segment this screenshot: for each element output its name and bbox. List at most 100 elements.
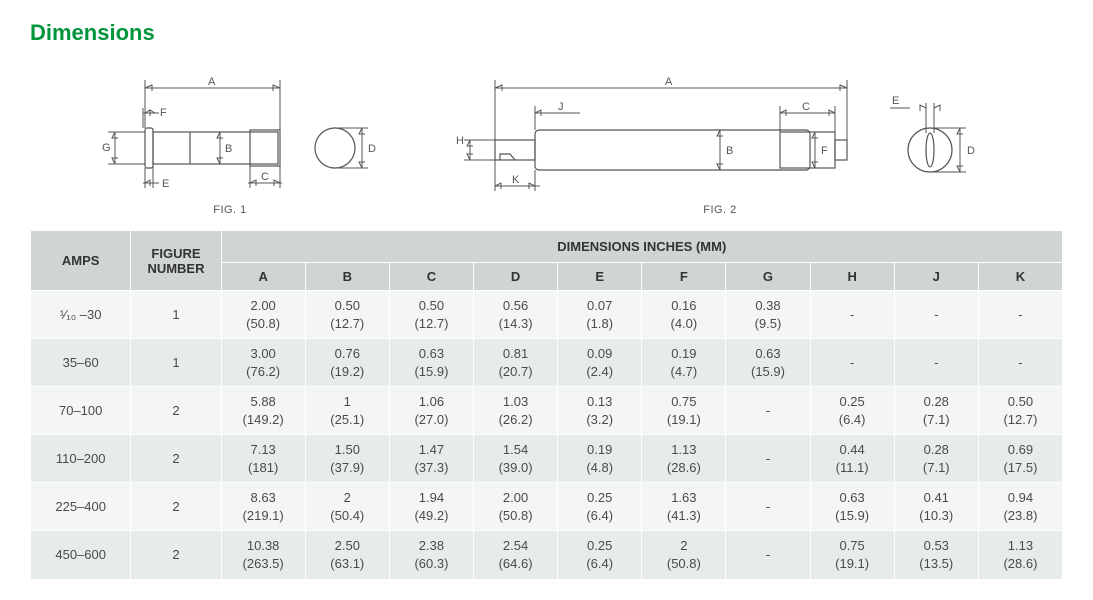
cell-dim: 1.03(26.2) bbox=[474, 387, 558, 435]
dim-label-e2: E bbox=[892, 95, 899, 107]
cell-dim: 2.38(60.3) bbox=[389, 531, 473, 579]
cell-figure: 1 bbox=[131, 291, 221, 339]
cell-amps: 225–400 bbox=[31, 483, 131, 531]
cell-dim: 2(50.8) bbox=[642, 531, 726, 579]
cell-dim: 0.28(7.1) bbox=[894, 387, 978, 435]
cell-dim: 1.13(28.6) bbox=[978, 531, 1062, 579]
cell-figure: 2 bbox=[131, 531, 221, 579]
table-row: 225–40028.63(219.1)2(50.4)1.94(49.2)2.00… bbox=[31, 483, 1063, 531]
cell-dim: 0.07(1.8) bbox=[558, 291, 642, 339]
cell-dim: 0.38(9.5) bbox=[726, 291, 810, 339]
figure-1-drawing: A F G B bbox=[80, 58, 380, 198]
cell-dim: 2.54(64.6) bbox=[474, 531, 558, 579]
cell-dim: 0.41(10.3) bbox=[894, 483, 978, 531]
dim-label-k: K bbox=[512, 174, 520, 186]
cell-dim: 1.94(49.2) bbox=[389, 483, 473, 531]
cell-dim: 0.19(4.8) bbox=[558, 435, 642, 483]
cell-figure: 2 bbox=[131, 435, 221, 483]
cell-amps: 110–200 bbox=[31, 435, 131, 483]
cell-dim: 0.50(12.7) bbox=[389, 291, 473, 339]
figure-2: A H J B bbox=[440, 58, 1000, 216]
cell-dim: 0.50(12.7) bbox=[978, 387, 1062, 435]
cell-dim: - bbox=[726, 483, 810, 531]
dim-label-a: A bbox=[208, 76, 216, 88]
cell-dim: 0.63(15.9) bbox=[726, 339, 810, 387]
dim-label-f2: F bbox=[821, 145, 828, 157]
th-dim-k: K bbox=[978, 263, 1062, 291]
dim-label-e: E bbox=[162, 178, 169, 190]
figure-2-caption: FIG. 2 bbox=[703, 204, 737, 216]
table-row: 35–6013.00(76.2)0.76(19.2) 0.63(15.9) 0.81… bbox=[31, 339, 1063, 387]
cell-dim: 2.00(50.8) bbox=[221, 291, 305, 339]
cell-figure: 2 bbox=[131, 483, 221, 531]
cell-dim: 2.50(63.1) bbox=[305, 531, 389, 579]
cell-dim: 0.81(20.7) bbox=[474, 339, 558, 387]
table-row: 110–20027.13(181)1.50(37.9)1.47(37.3)1.5… bbox=[31, 435, 1063, 483]
cell-dim: 0.69(17.5) bbox=[978, 435, 1062, 483]
th-amps: AMPS bbox=[31, 231, 131, 291]
cell-amps: 450–600 bbox=[31, 531, 131, 579]
th-dim-d: D bbox=[474, 263, 558, 291]
dim-label-d: D bbox=[368, 143, 376, 155]
th-dim-a: A bbox=[221, 263, 305, 291]
cell-dim: 2(50.4) bbox=[305, 483, 389, 531]
cell-dim: 0.25(6.4) bbox=[558, 531, 642, 579]
cell-dim: 1.47(37.3) bbox=[389, 435, 473, 483]
th-dim-c: C bbox=[389, 263, 473, 291]
cell-dim: 0.50(12.7) bbox=[305, 291, 389, 339]
cell-figure: 1 bbox=[131, 339, 221, 387]
cell-amps: 35–60 bbox=[31, 339, 131, 387]
dim-label-h: H bbox=[456, 135, 464, 147]
cell-dim: 0.19(4.7) bbox=[642, 339, 726, 387]
cell-dim: 0.63(15.9) bbox=[810, 483, 894, 531]
dim-label-c2: C bbox=[802, 101, 810, 113]
dim-label-j: J bbox=[558, 101, 564, 113]
th-dim-h: H bbox=[810, 263, 894, 291]
cell-dim: 0.75(19.1) bbox=[642, 387, 726, 435]
dim-label-b: B bbox=[225, 143, 232, 155]
th-dims: DIMENSIONS INCHES (MM) bbox=[221, 231, 1062, 263]
cell-dim: - bbox=[726, 531, 810, 579]
table-row: 70–10025.88(149.2)1(25.1)1.06(27.0)1.03(… bbox=[31, 387, 1063, 435]
cell-dim: 0.09(2.4) bbox=[558, 339, 642, 387]
th-dim-f: F bbox=[642, 263, 726, 291]
th-figure: FIGURE NUMBER bbox=[131, 231, 221, 291]
cell-dim: - bbox=[978, 339, 1062, 387]
cell-dim: - bbox=[810, 339, 894, 387]
cell-dim: 1(25.1) bbox=[305, 387, 389, 435]
cell-dim: 10.38(263.5) bbox=[221, 531, 305, 579]
cell-dim: 1.50(37.9) bbox=[305, 435, 389, 483]
cell-dim: 2.00(50.8) bbox=[474, 483, 558, 531]
th-dim-e: E bbox=[558, 263, 642, 291]
cell-dim: - bbox=[894, 291, 978, 339]
cell-dim: 3.00(76.2) bbox=[221, 339, 305, 387]
dim-label-a2: A bbox=[665, 76, 673, 88]
dim-label-c: C bbox=[261, 171, 269, 183]
dim-label-b2: B bbox=[726, 145, 733, 157]
cell-dim: 8.63(219.1) bbox=[221, 483, 305, 531]
th-dim-b: B bbox=[305, 263, 389, 291]
table-row: ¹⁄₁₀ –3012.00(50.8)0.50(12.7)0.50(12.7)0… bbox=[31, 291, 1063, 339]
cell-dim: 0.53(13.5) bbox=[894, 531, 978, 579]
section-heading: Dimensions bbox=[30, 20, 1063, 46]
cell-dim: 0.56(14.3) bbox=[474, 291, 558, 339]
cell-dim: 0.25(6.4) bbox=[558, 483, 642, 531]
cell-dim: 0.44(11.1) bbox=[810, 435, 894, 483]
cell-dim: - bbox=[894, 339, 978, 387]
cell-dim: - bbox=[978, 291, 1062, 339]
th-dim-j: J bbox=[894, 263, 978, 291]
cell-dim: 0.13(3.2) bbox=[558, 387, 642, 435]
cell-dim: 0.75(19.1) bbox=[810, 531, 894, 579]
cell-dim: 1.06(27.0) bbox=[389, 387, 473, 435]
cell-dim: 0.16(4.0) bbox=[642, 291, 726, 339]
cell-figure: 2 bbox=[131, 387, 221, 435]
dim-label-g: G bbox=[102, 142, 111, 154]
dim-label-f: F bbox=[160, 107, 167, 119]
figures-row: A F G B bbox=[30, 58, 1063, 216]
cell-dim: 1.54(39.0) bbox=[474, 435, 558, 483]
cell-dim: 0.76(19.2) bbox=[305, 339, 389, 387]
figure-1-caption: FIG. 1 bbox=[213, 204, 247, 216]
cell-dim: - bbox=[726, 435, 810, 483]
figure-2-drawing: A H J B bbox=[440, 58, 1000, 198]
cell-amps: ¹⁄₁₀ –30 bbox=[31, 291, 131, 339]
